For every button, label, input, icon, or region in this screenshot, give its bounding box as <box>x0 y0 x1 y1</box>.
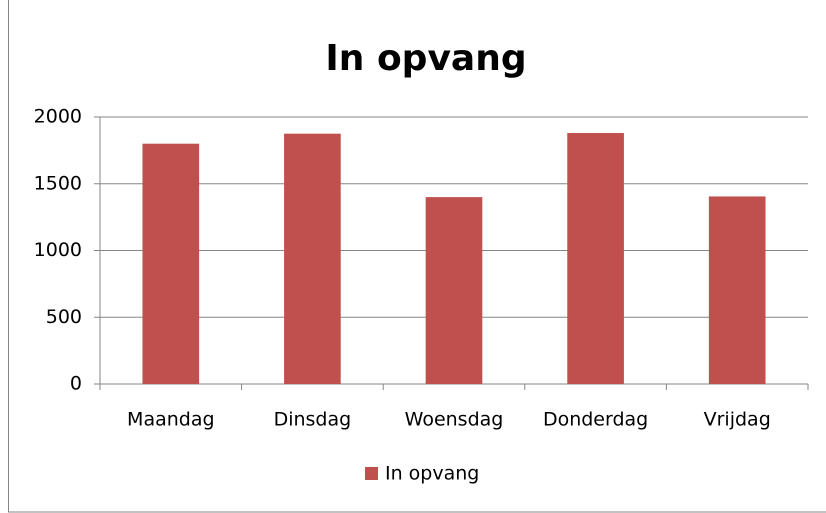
x-tick-label: Vrijdag <box>704 409 771 431</box>
y-tick-label: 1500 <box>34 172 82 194</box>
x-tick-label: Woensdag <box>405 409 504 431</box>
y-tick-label: 1000 <box>34 239 82 261</box>
y-tick-label: 2000 <box>34 106 82 128</box>
x-tick-label: Maandag <box>127 409 215 431</box>
bar <box>142 143 200 384</box>
bar <box>425 197 483 384</box>
x-tick-label: Donderdag <box>543 409 648 431</box>
y-tick-label: 500 <box>46 306 82 328</box>
y-tick-label: 0 <box>70 373 82 395</box>
legend-label: In opvang <box>385 463 479 485</box>
x-tick-label: Dinsdag <box>274 409 352 431</box>
legend-swatch <box>365 467 378 480</box>
bar <box>708 196 766 384</box>
bar <box>284 133 341 384</box>
chart-title: In opvang <box>325 38 526 79</box>
bar <box>567 133 624 384</box>
